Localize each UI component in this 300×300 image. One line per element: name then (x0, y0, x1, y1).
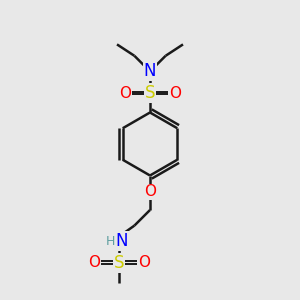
Text: O: O (88, 255, 100, 270)
Text: O: O (119, 85, 131, 100)
Text: O: O (138, 255, 150, 270)
Text: H: H (106, 235, 115, 248)
Text: O: O (144, 184, 156, 200)
Text: S: S (145, 84, 155, 102)
Text: N: N (144, 62, 156, 80)
Text: O: O (169, 85, 181, 100)
Text: N: N (116, 232, 128, 250)
Text: S: S (114, 254, 124, 272)
